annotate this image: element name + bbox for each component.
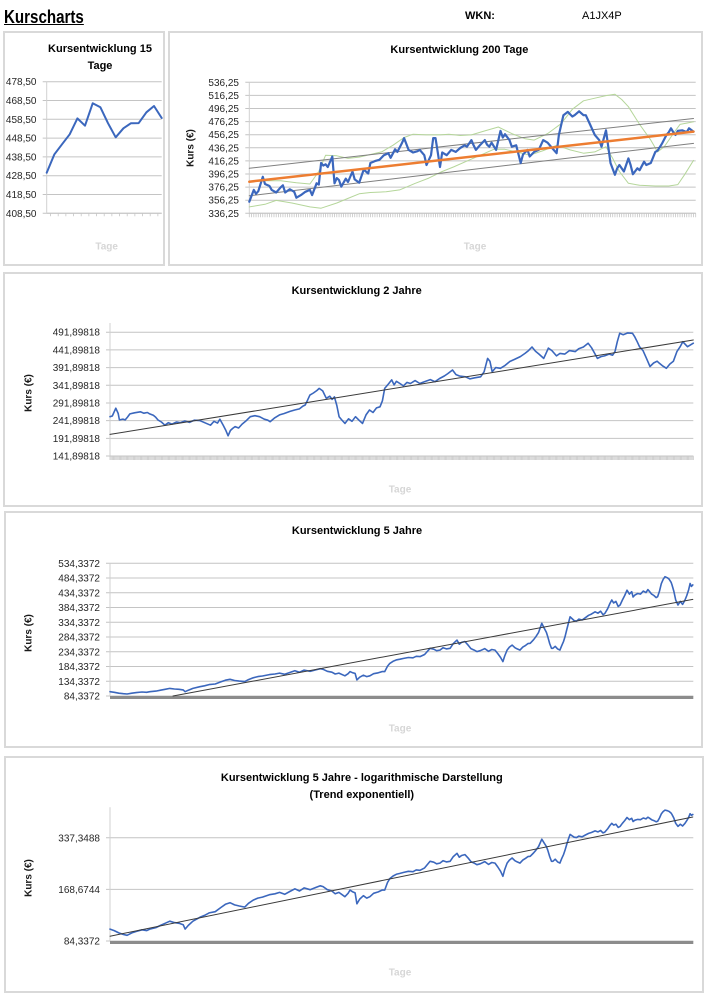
y-tick-label: 408,50 (6, 209, 37, 220)
y-axis-label: Kurs (€) (23, 859, 35, 898)
y-tick-label: 134,3372 (58, 677, 100, 688)
x-axis-ticks (248, 213, 697, 218)
y-tick-label: 337,3488 (58, 833, 100, 844)
kurs-line (45, 102, 163, 174)
y-axis-label: Kurs (€) (185, 129, 197, 168)
trend-channel-upper-line (248, 118, 694, 169)
y-tick-label: 391,89818 (53, 363, 101, 374)
y-tick-label: 516,25 (208, 91, 239, 102)
chart-title: Kursentwicklung 5 Jahre (291, 525, 423, 537)
y-tick-label: 234,3372 (58, 647, 100, 658)
wkn-value: A1JX4P (582, 10, 622, 22)
trend-channel-lower-line (248, 142, 694, 197)
y-tick-label: 84,3372 (64, 937, 101, 948)
y-tick-label: 341,89818 (53, 381, 101, 392)
y-tick-label: 191,89818 (53, 434, 101, 445)
y-tick-label: 334,3372 (58, 618, 100, 629)
y-tick-label: 496,25 (208, 104, 239, 115)
y-tick-label: 416,25 (208, 156, 239, 167)
y-axis-label: Kurs (€) (23, 614, 35, 653)
chart-plot-2-jahre: 141,89818 191,89818 241,89818 291,89818 341,… (53, 323, 695, 463)
chart-title: Kursentwicklung 2 Jahre (291, 285, 422, 297)
chart-plot-5-jahre: 84,3372 134,3372 184,3372 234,3372 284,3372 3… (58, 559, 694, 703)
y-tick-label: 141,89818 (53, 452, 101, 463)
chart-box-200-tage: 336,25 356,25 376,25 396,25 416,25 436,25 456,… (168, 31, 703, 266)
chart-box-5-jahre-log: 84,3372 168,6744 337,3488 Kursentwicklung … (4, 756, 704, 993)
x-axis-label: Tage (95, 241, 118, 253)
page-title: Kurscharts (4, 7, 84, 27)
x-axis-band (110, 941, 694, 944)
chart-title: Kursentwicklung 5 Jahre - logarithmische… (220, 772, 503, 784)
x-axis-label: Tage (388, 484, 412, 496)
chart-plot-200-tage: 336,25 356,25 376,25 396,25 416,25 436,25 456,… (208, 78, 697, 220)
y-tick-label: 356,25 (208, 196, 239, 207)
x-axis-label: Tage (388, 967, 412, 979)
x-axis-ticks (109, 456, 694, 460)
y-tick-label: 478,50 (6, 77, 37, 88)
chart-title: Kursentwicklung 15 Tage (48, 43, 152, 72)
y-tick-label: 491,89818 (53, 328, 101, 339)
y-tick-label: 434,3372 (58, 588, 100, 599)
trend-exponential-line (109, 816, 694, 937)
chart-title: Kursentwicklung 200 Tage (390, 43, 529, 56)
bollinger-lower-line (248, 144, 694, 209)
chart-box-5-jahre: 84,3372 134,3372 184,3372 234,3372 284,3372 3… (4, 511, 703, 748)
y-tick-label: 468,50 (6, 96, 37, 107)
wkn-label: WKN: (465, 10, 495, 22)
y-tick-label: 376,25 (208, 183, 239, 194)
y-tick-label: 458,50 (6, 115, 37, 126)
y-tick-label: 436,25 (208, 143, 239, 154)
trend-linear-line (109, 339, 694, 435)
x-axis-label: Tage (388, 723, 412, 735)
x-axis-ticks (50, 213, 159, 217)
y-tick-label: 396,25 (208, 170, 239, 181)
y-tick-label: 441,89818 (53, 345, 101, 356)
y-tick-label: 534,3372 (58, 559, 100, 570)
kurs-line (109, 809, 694, 937)
kurs-line (109, 332, 695, 437)
y-tick-label: 428,50 (6, 171, 37, 182)
bollinger-upper-line (248, 93, 694, 185)
y-tick-label: 456,25 (208, 130, 239, 141)
trend-linear-line (172, 598, 694, 697)
chart-box-15-tage: 408,50 418,50 428,50 438,50 448,50 458,50 468,… (3, 31, 165, 266)
y-tick-label: 484,3372 (58, 574, 100, 585)
trend-linear-line (248, 130, 695, 183)
chart-plot-15-tage: 408,50 418,50 428,50 438,50 448,50 458,50 468,… (6, 77, 163, 220)
x-axis-band (110, 696, 694, 699)
y-tick-label: 438,50 (6, 152, 37, 163)
y-axis-label: Kurs (€) (23, 374, 35, 413)
y-tick-label: 418,50 (6, 190, 37, 201)
kurs-line (109, 575, 694, 695)
y-tick-label: 448,50 (6, 134, 37, 145)
y-tick-label: 536,25 (208, 78, 239, 89)
y-tick-label: 291,89818 (53, 398, 101, 409)
y-tick-label: 284,3372 (58, 633, 100, 644)
x-axis-label: Tage (463, 241, 487, 253)
chart-subtitle: (Trend exponentiell) (309, 788, 415, 801)
y-tick-label: 168,6744 (58, 885, 100, 896)
chart-box-2-jahre: 141,89818 191,89818 241,89818 291,89818 341,… (3, 272, 703, 507)
y-tick-label: 336,25 (208, 209, 239, 220)
y-tick-label: 241,89818 (53, 416, 101, 427)
y-tick-label: 184,3372 (58, 662, 100, 673)
y-tick-label: 476,25 (208, 117, 239, 128)
kurs-line (248, 110, 695, 203)
chart-plot-5-jahre-log: 84,3372 168,6744 337,3488 (58, 807, 694, 948)
y-tick-label: 384,3372 (58, 603, 100, 614)
y-tick-label: 84,3372 (64, 692, 101, 703)
